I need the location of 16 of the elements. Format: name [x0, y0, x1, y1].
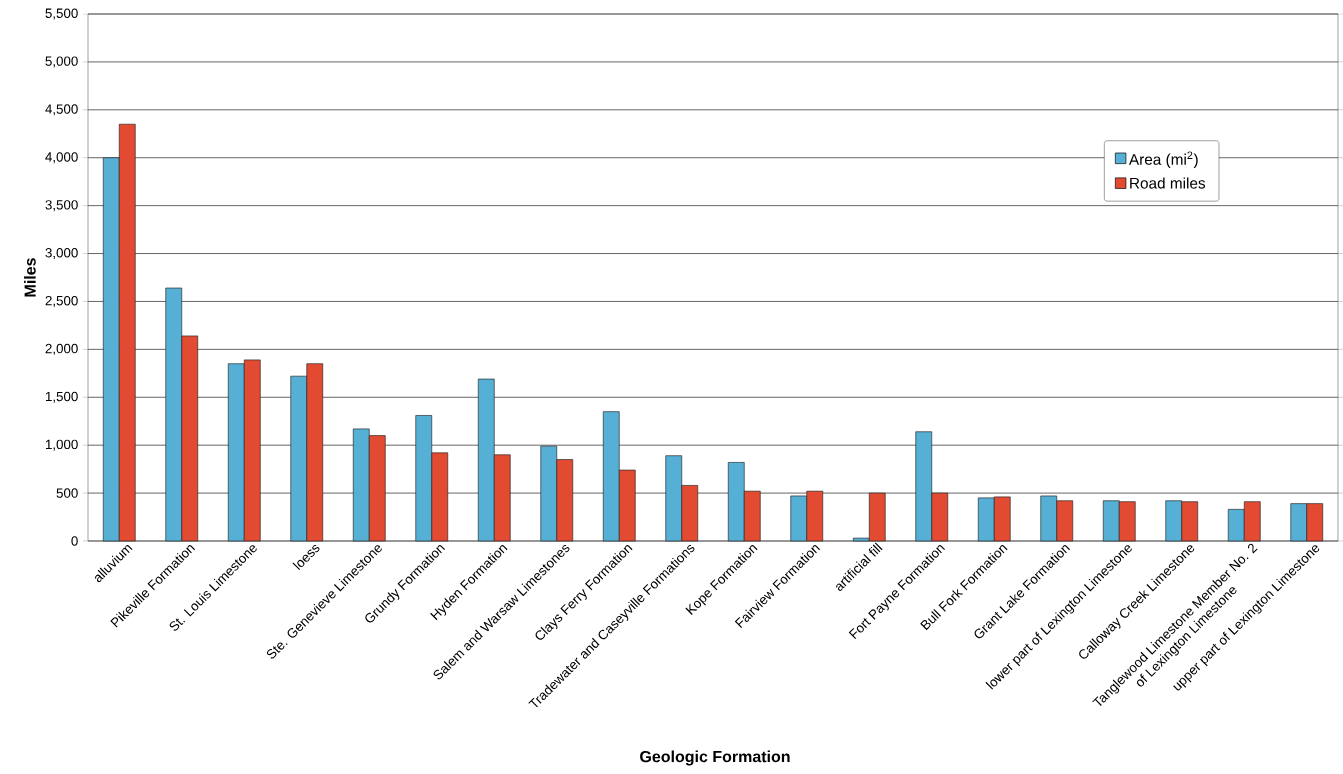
y-tick-label: 1,000 — [45, 439, 78, 451]
y-tick-label: 3,500 — [45, 200, 78, 212]
y-tick-label: 2,000 — [45, 343, 78, 355]
y-tick-label: 500 — [56, 488, 78, 498]
legend-label: Road miles — [1130, 177, 1206, 189]
legend-label: Area (mi$^{2}$) — [1128, 151, 1198, 168]
y-axis-title: Miles — [24, 258, 36, 297]
y-tick-label: 5,000 — [45, 56, 78, 68]
y-tick-label: 4,500 — [45, 104, 78, 116]
y-tick-label: 0 — [71, 536, 78, 546]
y-tick-label: 5,500 — [45, 8, 78, 20]
y-tick-label: 4,000 — [45, 152, 78, 164]
y-tick-label: 1,500 — [45, 391, 78, 403]
y-tick-label: 3,000 — [45, 248, 78, 260]
y-tick-label: 2,500 — [45, 295, 78, 307]
x-axis-title: Geologic Formation — [640, 750, 790, 766]
